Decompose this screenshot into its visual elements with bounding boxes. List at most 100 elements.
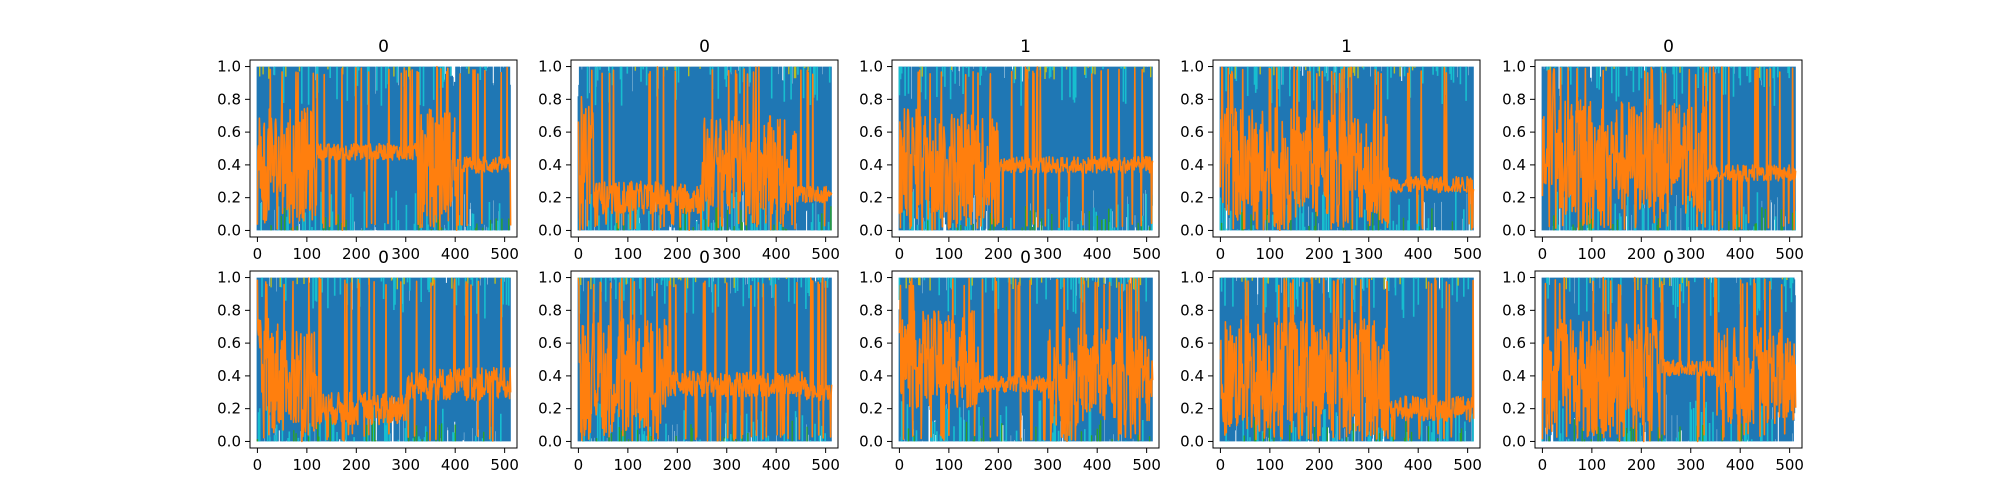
axes-frame [1534, 270, 1803, 449]
x-tick-label: 400 [1083, 456, 1112, 474]
x-tick-label: 100 [1256, 245, 1285, 263]
y-tick-label: 0.0 [1502, 221, 1526, 239]
y-tick-label: 0.8 [1180, 301, 1204, 319]
y-tick-label: 1.0 [538, 269, 562, 287]
series-cyan [257, 277, 510, 442]
y-tick-label: 1.0 [217, 58, 241, 76]
series-olive [634, 66, 809, 79]
x-tick-label: 500 [1132, 456, 1161, 474]
x-tick-label: 0 [1216, 456, 1226, 474]
series-cyan [260, 66, 501, 231]
y-tick-label: 0.8 [1502, 90, 1526, 108]
x-tick-label: 0 [574, 245, 584, 263]
subplot-title: 0 [1020, 248, 1031, 268]
y-tick-label: 0.6 [1180, 334, 1204, 352]
subplot-title: 0 [378, 248, 389, 268]
y-tick-label: 0.4 [1502, 156, 1526, 174]
plot-area [1541, 276, 1797, 443]
x-tick-label: 100 [293, 456, 322, 474]
x-tick-label: 400 [762, 456, 791, 474]
plot-area [1219, 277, 1475, 442]
x-tick-label: 400 [1083, 245, 1112, 263]
y-tick-label: 0.6 [538, 334, 562, 352]
y-tick-label: 0.8 [1180, 90, 1204, 108]
y-tick-label: 1.0 [1502, 58, 1526, 76]
series-olive [905, 277, 1142, 291]
plot-area [577, 66, 833, 231]
x-tick-label: 500 [490, 456, 519, 474]
series-green [927, 206, 1151, 231]
series-orange [577, 66, 833, 231]
subplot-3: 0 100 200 300 400 500 0.0 0.2 0.4 0.6 0.8 1.0 1 [859, 37, 1161, 263]
y-tick-label: 0.2 [1180, 400, 1204, 418]
x-tick-label: 200 [1627, 456, 1656, 474]
y-tick-label: 0.8 [217, 90, 241, 108]
y-tick-label: 0.8 [1502, 301, 1526, 319]
y-tick-label: 0.2 [217, 400, 241, 418]
subplot-title: 1 [1020, 37, 1031, 57]
subplot-1: 0 100 200 300 400 500 0.0 0.2 0.4 0.6 0.8 1.0 0 [217, 37, 519, 263]
axes-frame [1212, 270, 1481, 449]
y-tick-label: 0.4 [217, 156, 241, 174]
x-tick-label: 0 [253, 245, 263, 263]
x-tick-label: 100 [935, 245, 964, 263]
y-tick-label: 0.8 [859, 301, 883, 319]
y-tick-label: 0.0 [538, 221, 562, 239]
x-tick-label: 400 [1726, 245, 1755, 263]
x-tick-label: 300 [1033, 245, 1062, 263]
y-tick-label: 0.2 [859, 400, 883, 418]
plot-area [577, 277, 833, 442]
x-tick-label: 500 [1453, 456, 1482, 474]
y-tick-label: 0.2 [859, 189, 883, 207]
series-green [270, 208, 510, 231]
x-tick-label: 0 [1216, 245, 1226, 263]
axes-frame [570, 270, 839, 449]
plot-area [1219, 66, 1475, 231]
y-tick-label: 0.2 [217, 189, 241, 207]
subplot-10: 0 100 200 300 400 500 0.0 0.2 0.4 0.6 0.8 1.0 0 [1502, 248, 1804, 474]
y-tick-label: 0.4 [538, 367, 562, 385]
y-tick-label: 1.0 [859, 269, 883, 287]
y-tick-label: 0.2 [1502, 189, 1526, 207]
y-tick-label: 0.2 [1180, 189, 1204, 207]
x-tick-label: 100 [1256, 456, 1285, 474]
x-tick-label: 300 [1354, 456, 1383, 474]
y-tick-label: 0.6 [1180, 123, 1204, 141]
x-tick-label: 300 [712, 245, 741, 263]
subplot-2: 0 100 200 300 400 500 0.0 0.2 0.4 0.6 0.8 1.0 0 [538, 37, 840, 263]
axes-frame [1212, 59, 1481, 238]
y-tick-label: 0.4 [1502, 367, 1526, 385]
x-tick-label: 500 [1775, 456, 1804, 474]
x-tick-label: 300 [1676, 245, 1705, 263]
y-tick-label: 1.0 [217, 269, 241, 287]
x-tick-label: 300 [1676, 456, 1705, 474]
x-tick-label: 0 [1538, 456, 1548, 474]
x-tick-label: 100 [614, 456, 643, 474]
y-tick-label: 1.0 [538, 58, 562, 76]
y-tick-label: 0.6 [859, 334, 883, 352]
y-tick-label: 0.4 [217, 367, 241, 385]
y-tick-label: 0.4 [859, 367, 883, 385]
x-tick-label: 300 [391, 245, 420, 263]
y-tick-label: 0.6 [1502, 334, 1526, 352]
subplot-title: 1 [1341, 37, 1352, 57]
y-tick-label: 0.0 [859, 432, 883, 450]
x-tick-label: 0 [253, 456, 263, 474]
plot-area [256, 65, 512, 231]
plot-area [898, 277, 1154, 442]
x-tick-label: 400 [441, 456, 470, 474]
x-tick-label: 0 [1538, 245, 1548, 263]
y-tick-label: 1.0 [859, 58, 883, 76]
x-tick-label: 0 [895, 245, 905, 263]
x-tick-label: 400 [762, 245, 791, 263]
y-tick-label: 0.0 [538, 432, 562, 450]
x-tick-label: 400 [1404, 245, 1433, 263]
subplot-9: 0 100 200 300 400 500 0.0 0.2 0.4 0.6 0.8 1.0 1 [1180, 248, 1482, 474]
x-tick-label: 100 [614, 245, 643, 263]
y-tick-label: 0.6 [217, 123, 241, 141]
x-tick-label: 300 [712, 456, 741, 474]
axes-frame [891, 59, 1160, 238]
x-tick-label: 200 [984, 456, 1013, 474]
axes-frame [249, 59, 518, 238]
subplot-title: 0 [1663, 248, 1674, 268]
